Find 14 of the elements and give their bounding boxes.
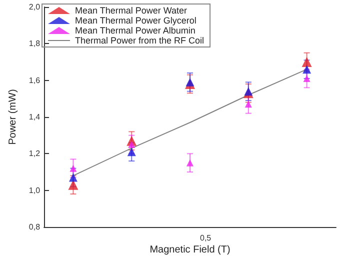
legend-label: Mean Thermal Power Albumin [75, 26, 196, 36]
legend-label: Mean Thermal Power Glycerol [75, 16, 196, 26]
y-tick-label: 1,4 [28, 112, 41, 122]
y-tick-label: 1,0 [28, 186, 41, 195]
y-axis-title: Power (mW) [8, 89, 18, 145]
y-tick-label: 0,8 [28, 222, 41, 232]
legend-label: Thermal Power from the RF Coil [75, 36, 204, 46]
y-tick-label: 1,2 [28, 149, 41, 158]
legend-label: Mean Thermal Power Water [75, 6, 188, 16]
y-tick-label: 1,8 [28, 39, 41, 48]
y-tick-label: 2,0 [28, 2, 41, 12]
text: 0,5 [200, 234, 212, 242]
x-axis-title: Magnetic Field (T) [150, 244, 230, 256]
y-tick-label: 1,6 [28, 76, 41, 85]
